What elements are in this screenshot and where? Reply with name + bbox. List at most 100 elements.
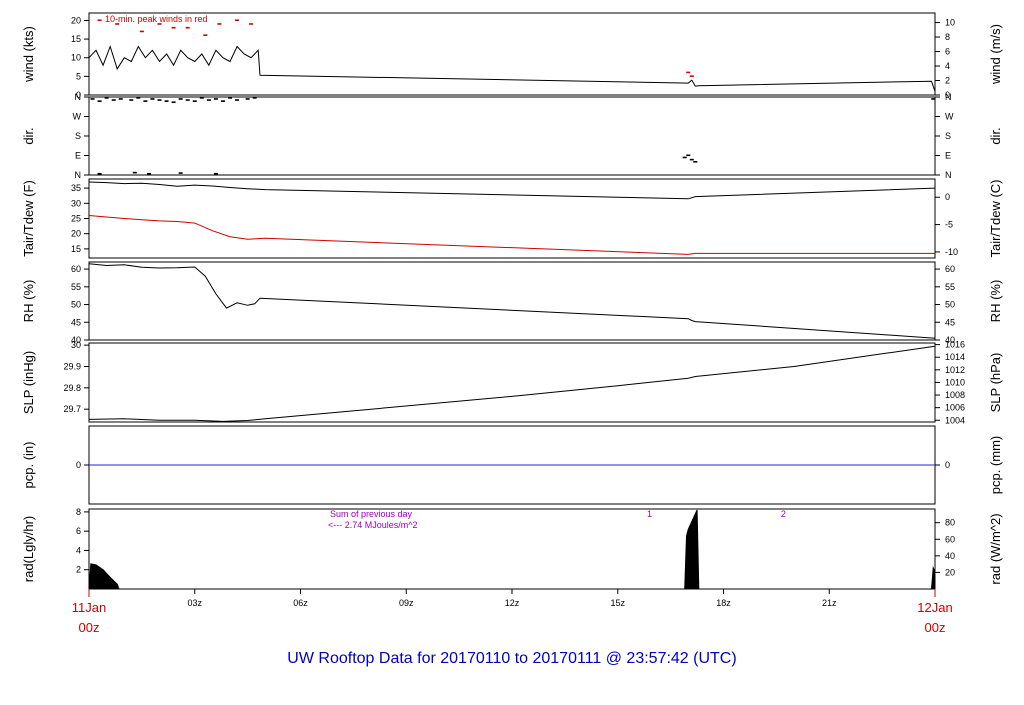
direction-point	[245, 98, 250, 100]
y-tick-label-right: 45	[945, 317, 955, 327]
y-tick-label-right: 1004	[945, 415, 965, 425]
peak-wind-point	[139, 30, 144, 33]
y-axis-label-right: RH (%)	[988, 280, 1003, 323]
y-tick-label-right: S	[945, 131, 951, 141]
y-tick-label-left: 29.8	[63, 383, 81, 393]
direction-point	[689, 158, 694, 161]
y-tick-label-right: 8	[945, 32, 950, 42]
panel-frame	[88, 508, 936, 590]
series-line	[88, 345, 936, 422]
y-axis-label-right: SLP (hPa)	[988, 353, 1003, 413]
peak-wind-point	[115, 23, 120, 25]
peak-wind-point	[686, 71, 691, 74]
y-axis-label-right: rad (W/m^2)	[988, 513, 1003, 584]
direction-point	[90, 98, 95, 100]
y-tick-label-left: 35	[71, 183, 81, 193]
y-tick-label-right: 2	[945, 76, 950, 86]
y-tick-label-left: W	[73, 112, 82, 122]
y-tick-label-left: 0	[76, 90, 81, 100]
y-tick-label-left: E	[75, 151, 81, 161]
direction-point	[185, 99, 190, 101]
y-tick-label-right: 1016	[945, 340, 965, 350]
series-line	[88, 215, 935, 255]
y-tick-label-left: 30	[71, 198, 81, 208]
x-tick-label: 06z	[293, 598, 308, 608]
y-axis-label-left: wind (kts)	[21, 26, 36, 83]
y-axis-label-left: dir.	[21, 127, 36, 144]
peak-wind-point	[235, 19, 240, 22]
series-line	[88, 44, 936, 92]
direction-point	[213, 98, 218, 100]
y-tick-label-left: 20	[71, 15, 81, 25]
direction-point	[220, 100, 225, 102]
y-tick-label-right: -5	[945, 220, 953, 230]
direction-point	[111, 99, 116, 101]
direction-point	[136, 97, 141, 99]
peak-wind-point	[689, 75, 694, 77]
direction-point	[235, 99, 240, 101]
direction-point	[118, 98, 123, 100]
x-end-day-label: 12Jan	[917, 600, 952, 615]
y-tick-label-right: 10	[945, 18, 955, 28]
direction-point	[686, 154, 691, 157]
y-axis-label-left: SLP (inHg)	[21, 351, 36, 414]
series-line	[88, 181, 936, 200]
y-tick-label-right: 4	[945, 61, 950, 71]
y-tick-label-left: S	[75, 131, 81, 141]
direction-point	[164, 100, 169, 102]
y-tick-label-left: 15	[71, 34, 81, 44]
direction-point	[206, 99, 211, 101]
direction-point	[693, 161, 698, 163]
radiation-marker: 1	[647, 509, 652, 519]
y-tick-label-left: 45	[71, 317, 81, 327]
y-tick-label-left: 29.9	[63, 361, 81, 371]
y-axis-label-left: pcp. (in)	[21, 442, 36, 489]
panel-frame	[88, 261, 936, 341]
direction-point	[143, 100, 148, 102]
direction-point	[192, 100, 197, 102]
direction-point	[228, 97, 232, 99]
y-tick-label-right: 6	[945, 47, 950, 57]
radiation-sum-label: Sum of previous day	[330, 509, 413, 519]
x-start-day-label: 11Jan	[72, 600, 106, 615]
page-title: UW Rooftop Data for 20170110 to 20170111…	[287, 650, 737, 667]
y-tick-label-left: 5	[76, 71, 81, 81]
y-tick-label-right: W	[945, 112, 954, 122]
y-tick-label-right: 1006	[945, 403, 965, 413]
y-tick-label-left: 8	[76, 507, 81, 517]
y-tick-label-left: N	[75, 92, 82, 102]
x-tick-label: 18z	[716, 598, 731, 608]
y-tick-label-right: 60	[945, 264, 955, 274]
y-tick-label-left: 55	[71, 282, 81, 292]
y-tick-label-right: 55	[945, 282, 955, 292]
y-tick-label-left: 50	[71, 300, 81, 310]
direction-point	[146, 172, 151, 175]
direction-point	[104, 97, 109, 99]
direction-point	[157, 99, 162, 101]
y-tick-label-right: 50	[945, 300, 955, 310]
y-tick-label-left: 40	[71, 335, 81, 345]
x-tick-label: 15z	[610, 598, 625, 608]
series-line	[88, 263, 936, 339]
y-tick-label-right: 0	[945, 460, 950, 470]
y-tick-label-right: 1012	[945, 365, 965, 375]
panel-frame	[88, 178, 936, 259]
direction-point	[178, 98, 183, 100]
y-axis-label-right: pcp. (mm)	[988, 436, 1003, 495]
y-tick-label-left: 4	[76, 545, 81, 555]
x-tick-label: 12z	[505, 598, 520, 608]
y-tick-label-left: 20	[71, 229, 81, 239]
y-tick-label-right: 60	[945, 534, 955, 544]
direction-point	[171, 101, 176, 104]
y-tick-label-left: 10	[71, 53, 81, 63]
y-tick-label-left: N	[75, 170, 82, 180]
x-start-time-label: 00z	[79, 620, 100, 635]
y-tick-label-left: 6	[76, 526, 81, 536]
y-tick-label-right: 80	[945, 518, 955, 528]
y-tick-label-right: N	[945, 92, 952, 102]
direction-point	[132, 171, 137, 174]
y-tick-label-right: 0	[945, 90, 950, 100]
peak-wind-annotation: 10-min. peak winds in red	[105, 14, 208, 24]
